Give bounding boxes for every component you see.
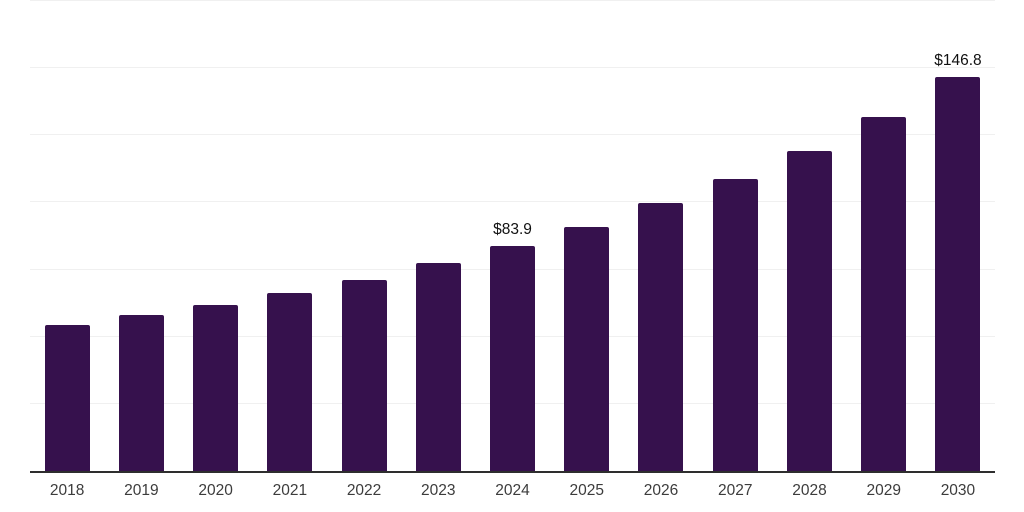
bar-value-label-2024: $83.9 [493,221,532,239]
bar-2020 [193,304,239,471]
bar-slot-2024: $83.9 [475,1,549,471]
bar-slot-2021 [253,1,327,471]
bar-2023 [415,263,461,471]
bar-slot-2022 [327,1,401,471]
x-axis-label-2018: 2018 [49,482,85,499]
bar-slot-2027 [698,1,772,471]
bar-2026 [638,203,684,471]
bar-slot-2025 [550,1,624,471]
bar-2022 [341,280,387,471]
gridline [30,67,995,69]
x-axis-label-2023: 2023 [421,482,456,499]
bar-slot-2023 [401,1,475,471]
gridline [30,134,995,136]
bar-2021 [267,292,313,471]
x-axis-label-2029: 2029 [866,482,901,499]
x-axis-label-2030: 2030 [940,482,976,499]
bar-slot-2028 [772,1,846,471]
x-axis-label-2021: 2021 [272,482,308,499]
bar-slot-2030: $146.8 [921,1,995,471]
x-axis-label-2020: 2020 [198,482,233,499]
x-axis-label-2027: 2027 [717,482,753,499]
x-axis-label-2028: 2028 [792,482,827,499]
bar-2018 [44,324,90,471]
x-axis-label-2019: 2019 [124,482,159,499]
bar-2025 [564,226,610,471]
bar-slot-2029 [847,1,921,471]
bar-2029 [861,116,907,471]
bar-slot-2018 [30,1,104,471]
bar-slot-2020 [178,1,252,471]
bar-slot-2019 [104,1,178,471]
gridline [30,0,995,1]
x-axis-label-2026: 2026 [643,482,679,499]
x-axis-label-2022: 2022 [346,482,382,499]
bar-series: $83.9 $146.8 [30,1,995,471]
x-axis-label-2024: 2024 [495,482,530,499]
bar-value-label-2030: $146.8 [934,52,982,70]
bar-2019 [118,314,164,471]
bar-2024 [490,245,536,471]
bar-slot-2026 [624,1,698,471]
bar-2028 [786,150,832,471]
gridline [30,201,995,203]
x-axis-label-2025: 2025 [569,482,604,499]
x-axis: 2018 2019 2020 2021 2022 2023 2024 2025 2026 2027… [30,481,995,501]
bar-2030 [935,76,981,471]
bar-2027 [712,179,758,471]
plot-area: $83.9 $146.8 [30,0,995,473]
